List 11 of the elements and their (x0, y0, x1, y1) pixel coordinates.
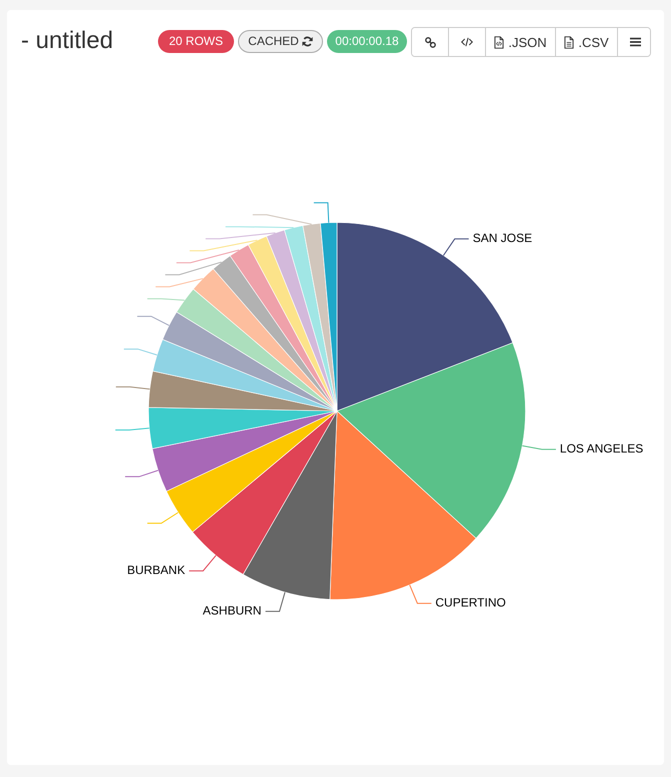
text: CACHED (248, 33, 299, 50)
slice-label: BURBANK (127, 562, 186, 577)
text: 00:00:00.18 (335, 33, 399, 50)
slice-label: ASHBURN (202, 604, 262, 618)
text: 20 ROWS (168, 33, 223, 50)
slice-label: CUPERTINO (435, 596, 506, 610)
text: .CSV (578, 34, 609, 50)
chart-title: - untitled (21, 26, 114, 56)
slice-label: SAN JOSE (472, 231, 532, 246)
text: .JSON (508, 34, 547, 50)
slice-label: LOS ANGELES (560, 442, 644, 456)
